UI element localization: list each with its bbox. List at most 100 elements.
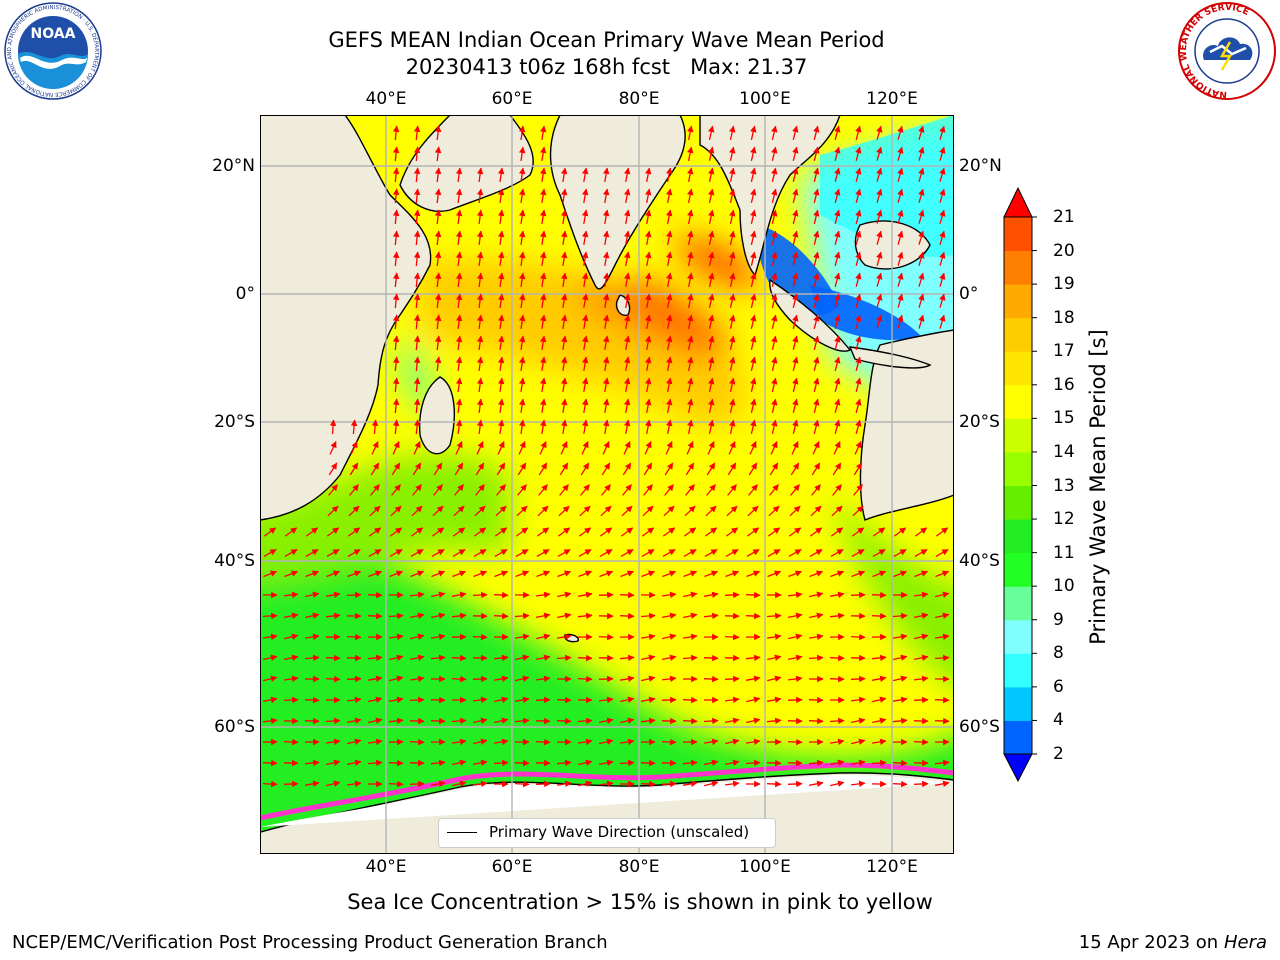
wave-vector — [935, 527, 949, 537]
wave-vector — [788, 527, 802, 537]
colorbar-tick-label: 19 — [1053, 274, 1075, 295]
wave-vector — [390, 505, 402, 517]
wave-vector — [750, 272, 757, 287]
lon-tick-top: 40°E — [365, 89, 407, 109]
footer-date: 15 Apr 2023 on — [1078, 932, 1224, 953]
wave-vector — [581, 441, 589, 455]
wave-vector — [472, 675, 488, 683]
wave-vector — [708, 377, 715, 392]
wave-vector — [539, 272, 547, 288]
wave-vector — [687, 335, 694, 351]
wave-vector — [455, 335, 463, 350]
wave-vector — [645, 209, 652, 225]
wave-vector — [518, 293, 526, 308]
wave-vector — [729, 230, 736, 245]
wave-vector — [493, 591, 509, 599]
wave-vector — [855, 251, 862, 266]
wave-vector — [434, 272, 442, 288]
wave-vector — [518, 377, 526, 392]
wave-vector — [855, 125, 862, 140]
wave-vector — [392, 441, 400, 455]
wave-vector — [284, 591, 299, 599]
wave-vector — [577, 675, 593, 683]
wave-vector — [539, 188, 547, 204]
wave-vector — [897, 167, 904, 182]
wave-vector — [560, 314, 568, 330]
colorbar — [1003, 186, 1037, 783]
wave-vector — [305, 591, 320, 598]
wave-vector — [790, 484, 800, 496]
wave-vector — [788, 549, 802, 557]
wave-vector — [577, 591, 593, 598]
wave-vector — [872, 527, 886, 537]
wave-vector — [687, 356, 694, 372]
colorbar-segment — [1004, 351, 1032, 386]
wave-vector — [602, 314, 610, 330]
wave-vector — [771, 188, 778, 203]
wave-vector — [853, 484, 863, 496]
wave-vector — [855, 314, 862, 329]
wave-vector — [601, 462, 611, 476]
wave-vector — [581, 314, 589, 330]
wave-vector — [939, 146, 946, 161]
wave-vector — [263, 549, 277, 557]
wave-vector — [640, 633, 656, 641]
wave-vector — [787, 738, 803, 746]
wave-vector — [539, 293, 547, 309]
wave-vector — [666, 314, 673, 330]
wave-vector — [641, 549, 655, 557]
wave-vector — [792, 398, 799, 413]
wave-vector — [728, 441, 736, 455]
wave-vector — [685, 484, 695, 496]
wave-vector — [855, 146, 862, 161]
wave-vector — [409, 654, 425, 661]
wave-vector — [518, 188, 526, 203]
wave-vector — [452, 549, 466, 557]
wave-vector — [581, 272, 589, 288]
wave-vector — [535, 612, 551, 619]
wave-vector — [897, 230, 904, 245]
wave-vector — [539, 419, 547, 435]
wave-vector — [834, 251, 841, 266]
wave-vector — [496, 484, 506, 496]
wave-vector — [388, 717, 404, 725]
lon-tick-top: 120°E — [866, 89, 918, 109]
wave-vector — [328, 484, 338, 496]
wave-vector — [284, 633, 299, 640]
wave-vector — [409, 780, 425, 788]
wave-vector — [560, 188, 568, 204]
wave-vector — [514, 759, 530, 767]
wave-vector — [643, 484, 653, 496]
wave-vector — [872, 696, 887, 703]
wave-vector — [413, 335, 421, 351]
wave-vector — [455, 398, 463, 413]
wave-vector — [834, 377, 841, 392]
wave-vector — [325, 591, 341, 598]
wave-vector — [813, 335, 820, 350]
legend-text: Primary Wave Direction (unscaled) — [489, 823, 750, 841]
wave-vector — [497, 419, 505, 434]
wave-vector — [939, 125, 946, 140]
footer-left: NCEP/EMC/Verification Post Processing Pr… — [12, 932, 608, 953]
wave-vector — [640, 780, 656, 788]
wave-vector — [934, 759, 950, 767]
wave-vector — [349, 462, 359, 476]
wave-vector — [517, 484, 527, 496]
wave-vector — [455, 230, 463, 245]
wave-vector — [808, 717, 824, 725]
wave-vector — [476, 335, 484, 350]
colorbar-tick-label: 11 — [1053, 542, 1075, 563]
wave-vector — [392, 314, 400, 330]
wave-vector — [771, 377, 778, 392]
wave-vector — [389, 570, 404, 578]
wave-vector — [729, 272, 736, 287]
wave-vector — [897, 146, 904, 161]
wave-vector — [792, 335, 799, 350]
wave-vector — [579, 505, 591, 517]
colorbar-tick-label: 2 — [1053, 744, 1064, 764]
wave-vector — [918, 209, 925, 224]
wave-vector — [371, 441, 379, 455]
wave-vector — [809, 527, 823, 537]
wave-vector — [494, 696, 509, 703]
wave-vector — [662, 527, 676, 537]
